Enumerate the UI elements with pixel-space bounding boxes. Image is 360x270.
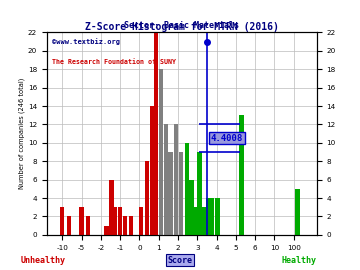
Bar [174,124,178,235]
Bar [60,207,64,235]
Bar [185,143,189,235]
Y-axis label: Number of companies (246 total): Number of companies (246 total) [19,78,25,189]
Bar [150,106,154,235]
Bar [179,152,183,235]
Bar [123,217,127,235]
Title: Z-Score Histogram for MTRN (2016): Z-Score Histogram for MTRN (2016) [85,22,279,32]
Bar [164,124,168,235]
Bar [239,115,244,235]
Bar [113,207,117,235]
Text: Healthy: Healthy [281,256,316,265]
Bar [189,180,194,235]
Bar [215,198,220,235]
Bar [197,152,202,235]
Bar [168,152,173,235]
Text: Unhealthy: Unhealthy [21,256,66,265]
Bar [109,180,113,235]
Bar [118,207,122,235]
Bar [139,207,143,235]
Text: 4.4008: 4.4008 [211,134,243,143]
Bar [202,207,206,235]
Text: Sector: Basic Materials: Sector: Basic Materials [124,21,239,30]
Bar [210,198,215,235]
Bar [86,217,90,235]
Bar [206,198,210,235]
Bar [159,69,163,235]
Text: The Research Foundation of SUNY: The Research Foundation of SUNY [52,59,176,65]
Bar [104,226,109,235]
Bar [129,217,133,235]
Text: Score: Score [167,256,193,265]
Bar [154,32,158,235]
Text: ©www.textbiz.org: ©www.textbiz.org [52,39,120,45]
Bar [80,207,84,235]
Bar [67,217,71,235]
Bar [145,161,149,235]
Bar [296,189,300,235]
Bar [194,207,198,235]
